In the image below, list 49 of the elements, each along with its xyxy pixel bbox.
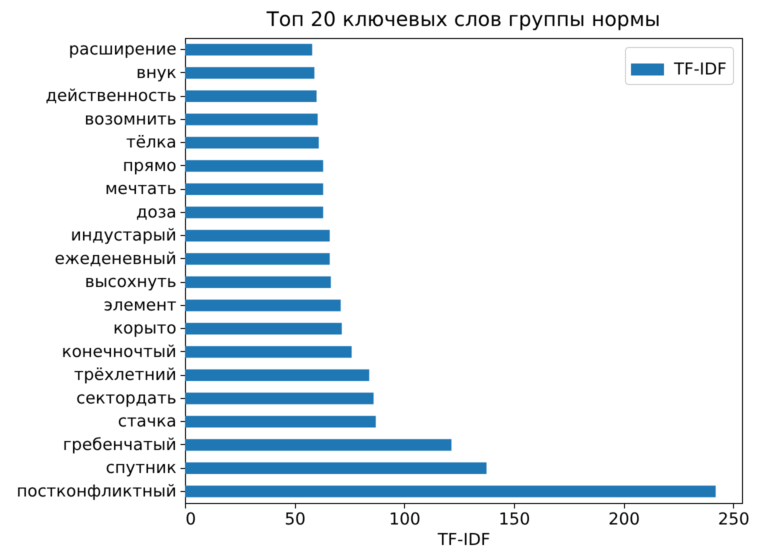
bar bbox=[185, 253, 330, 265]
bar bbox=[185, 392, 374, 404]
bar bbox=[185, 439, 452, 451]
bar bbox=[185, 322, 342, 334]
x-tick-label: 200 bbox=[608, 510, 640, 528]
bar bbox=[185, 276, 331, 288]
y-tick-label: гребенчатый bbox=[62, 434, 176, 454]
y-tick-label: элемент bbox=[104, 295, 177, 314]
bar bbox=[185, 136, 319, 148]
x-tick-label: 100 bbox=[389, 510, 421, 528]
bar bbox=[185, 90, 317, 102]
y-tick-label: мечтать bbox=[105, 179, 176, 198]
y-tick-label: расширение bbox=[68, 40, 176, 59]
y-tick-label: постконфликтный bbox=[16, 481, 176, 500]
x-tick-label: 50 bbox=[284, 510, 306, 528]
bar bbox=[185, 300, 341, 312]
bar bbox=[185, 183, 324, 195]
x-tick-label: 150 bbox=[498, 510, 530, 528]
bar bbox=[185, 230, 330, 242]
y-tick-label: тёлка bbox=[126, 132, 176, 152]
y-tick-label: корыто bbox=[113, 318, 176, 338]
legend-label: TF-IDF bbox=[673, 60, 727, 78]
bar bbox=[185, 486, 716, 498]
y-tick-label: внук bbox=[136, 62, 177, 82]
y-tick-label: спутник bbox=[106, 458, 177, 478]
bar bbox=[185, 346, 352, 358]
y-tick-label: конечночтый bbox=[62, 342, 176, 361]
y-tick-label: прямо bbox=[122, 156, 176, 175]
chart-title: Топ 20 ключевых слов группы нормы bbox=[266, 7, 660, 31]
bar bbox=[185, 114, 318, 126]
y-tick-label: ежеденевный bbox=[54, 248, 176, 268]
y-tick-label: высохнуть bbox=[84, 272, 176, 292]
y-tick-label: индустарый bbox=[70, 226, 176, 245]
y-tick-label: доза bbox=[136, 202, 176, 222]
y-tick-label: стачка bbox=[118, 412, 176, 431]
y-tick-label: сектордать bbox=[76, 388, 176, 408]
bar bbox=[185, 369, 370, 381]
x-tick-label: 250 bbox=[718, 510, 750, 528]
bar bbox=[185, 206, 324, 218]
y-tick-label: трёхлетний bbox=[74, 365, 176, 384]
bar bbox=[185, 44, 312, 56]
y-tick-label: действенность bbox=[46, 86, 176, 106]
bar bbox=[185, 67, 314, 79]
y-tick-label: возомнить bbox=[84, 109, 176, 128]
x-axis-title: TF-IDF bbox=[436, 530, 490, 549]
bar bbox=[185, 416, 376, 428]
x-tick-label: 0 bbox=[186, 510, 196, 528]
bar bbox=[185, 160, 324, 172]
bar bbox=[185, 462, 487, 474]
